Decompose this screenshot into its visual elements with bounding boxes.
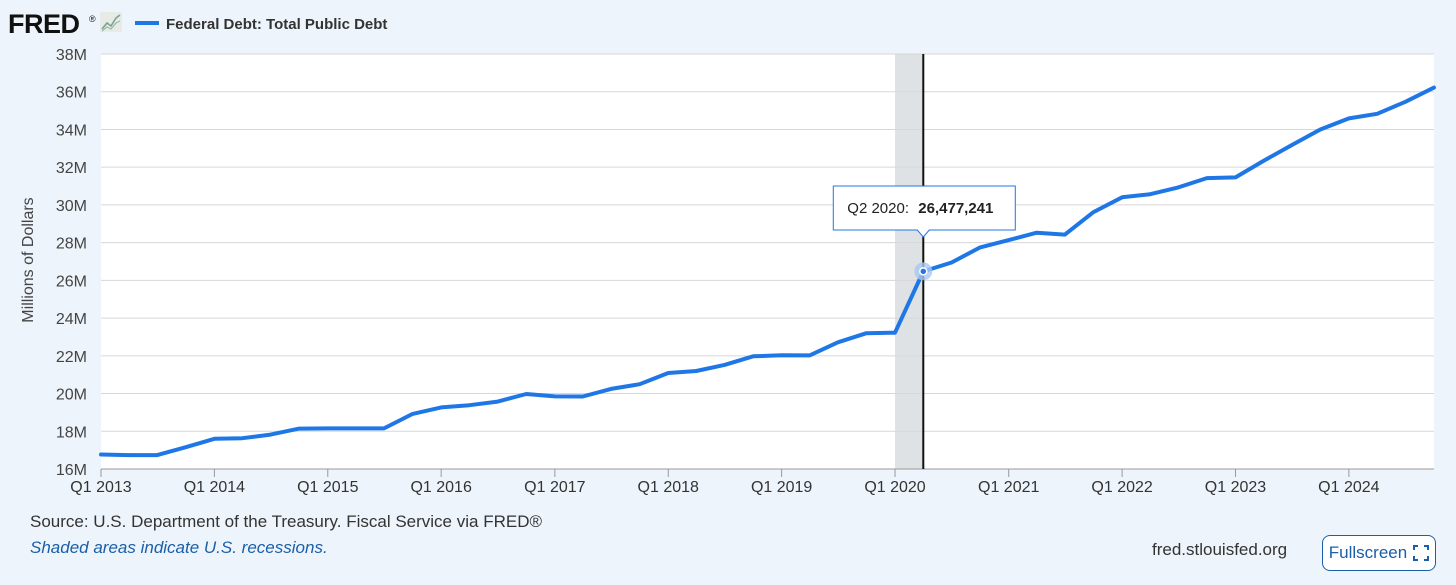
y-tick-label: 16M [56,462,87,479]
y-tick-label: 26M [56,273,87,290]
y-tick-label: 22M [56,349,87,366]
x-tick-label: Q1 2016 [410,479,471,496]
cursor-layer [914,54,933,469]
y-tick-label: 36M [56,85,87,102]
hover-point[interactable] [919,267,928,276]
y-tick-label: 34M [56,122,87,139]
x-tick-label: Q1 2018 [638,479,699,496]
plot-area [101,54,1434,469]
tooltip-period: Q2 2020: [847,200,909,217]
tooltip-box [832,185,1016,238]
recession-layer [895,54,924,469]
series-layer [99,85,1436,458]
gridlines [101,53,1434,470]
site-url[interactable]: fred.stlouisfed.org [1152,540,1288,559]
tooltip-value: 26,477,241 [918,200,993,217]
x-tick-label: Q1 2020 [864,479,925,496]
y-tick-label: 38M [56,47,87,64]
x-tick-labels: Q1 2013 Q1 2014 Q1 2015 Q1 2016 Q1 2017 Q1 20… [70,469,1380,496]
y-tick-label: 28M [56,236,87,253]
y-tick-label: 30M [56,198,87,215]
fullscreen-label: Fullscreen [1328,543,1408,562]
fred-logo-mark: ® [89,14,96,24]
recession-note: Shaded areas indicate U.S. recessions. [30,538,328,557]
y-tick-label: 24M [56,311,87,328]
y-axis-title: Millions of Dollars [20,197,37,322]
y-tick-label: 32M [56,160,87,177]
recession-band [895,54,924,469]
x-tick-label: Q1 2015 [297,479,358,496]
line-chart-icon [100,12,122,32]
fred-logo[interactable]: FRED [8,9,80,39]
y-tick-labels: 16M 18M 20M 22M 24M 26M 28M 30M 32M 34M 36M 38M [56,47,87,479]
x-tick-label: Q1 2021 [978,479,1039,496]
x-tick-label: Q1 2014 [184,479,245,496]
y-tick-label: 20M [56,387,87,404]
y-tick-label: 18M [56,424,87,441]
x-tick-label: Q1 2023 [1205,479,1266,496]
source-note: Source: U.S. Department of the Treasury.… [30,512,542,531]
x-tick-label: Q1 2017 [524,479,585,496]
x-tick-label: Q1 2019 [751,479,812,496]
tooltip: Q2 2020: 26,477,241 [832,185,1016,238]
legend-label: Federal Debt: Total Public Debt [166,16,387,33]
x-tick-label: Q1 2024 [1318,479,1379,496]
x-tick-label: Q1 2022 [1091,479,1152,496]
x-tick-label: Q1 2013 [70,479,131,496]
series-line [99,85,1436,458]
chart: FRED ® Federal Debt: Total Public Debt M… [8,9,1436,496]
fullscreen-button[interactable]: Fullscreen [1322,535,1436,571]
expand-icon [1413,545,1430,561]
